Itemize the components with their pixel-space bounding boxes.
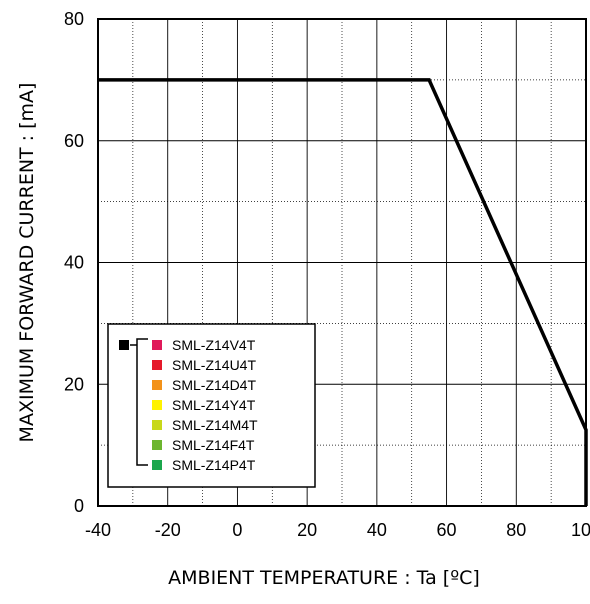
legend-swatch: [152, 420, 162, 430]
y-tick-label: 20: [64, 374, 84, 394]
x-tick-label: 60: [437, 520, 457, 540]
legend-label: SML-Z14V4T: [172, 337, 256, 353]
legend-label: SML-Z14P4T: [172, 457, 256, 473]
legend-box: [107, 323, 316, 488]
legend-group-marker: [119, 340, 129, 350]
x-tick-label: 100: [571, 520, 590, 540]
series-line: [98, 78, 588, 506]
legend-swatch: [152, 400, 162, 410]
legend: SML-Z14V4T SML-Z14U4T SML-Z14D4T SML-Z14Y4T…: [107, 323, 316, 488]
legend-entries: SML-Z14V4T SML-Z14U4T SML-Z14D4T SML-Z14Y4T…: [152, 337, 258, 473]
legend-label: SML-Z14U4T: [172, 357, 256, 373]
plot-area-frame: [97, 18, 587, 507]
y-axis-title: MAXIMUM FORWARD CURRENT : [mA]: [16, 83, 38, 443]
x-axis-title: AMBIENT TEMPERATURE : Ta [ºC]: [168, 567, 480, 589]
y-tick-label: 40: [64, 253, 84, 273]
legend-swatch: [152, 440, 162, 450]
legend-swatch: [152, 340, 162, 350]
x-tick-label: 80: [506, 520, 526, 540]
legend-swatch: [152, 380, 162, 390]
x-tick-label: 40: [367, 520, 387, 540]
legend-label: SML-Z14D4T: [172, 377, 256, 393]
y-tick-label: 60: [64, 131, 84, 151]
legend-bracket: [130, 338, 148, 466]
x-tick-label: -20: [155, 520, 181, 540]
legend-label: SML-Z14M4T: [172, 417, 258, 433]
legend-label: SML-Z14F4T: [172, 437, 255, 453]
x-tick-labels: -40 -20 0 20 40 60 80 100: [85, 520, 590, 540]
series-layer: [98, 78, 588, 506]
legend-label: SML-Z14Y4T: [172, 397, 256, 413]
y-tick-label: 0: [74, 496, 84, 516]
legend-swatch: [152, 460, 162, 470]
x-tick-label: 20: [297, 520, 317, 540]
y-tick-labels: 0 20 40 60 80: [64, 9, 84, 516]
x-tick-label: -40: [85, 520, 111, 540]
y-tick-label: 80: [64, 9, 84, 29]
x-tick-label: 0: [232, 520, 242, 540]
legend-swatch: [152, 360, 162, 370]
